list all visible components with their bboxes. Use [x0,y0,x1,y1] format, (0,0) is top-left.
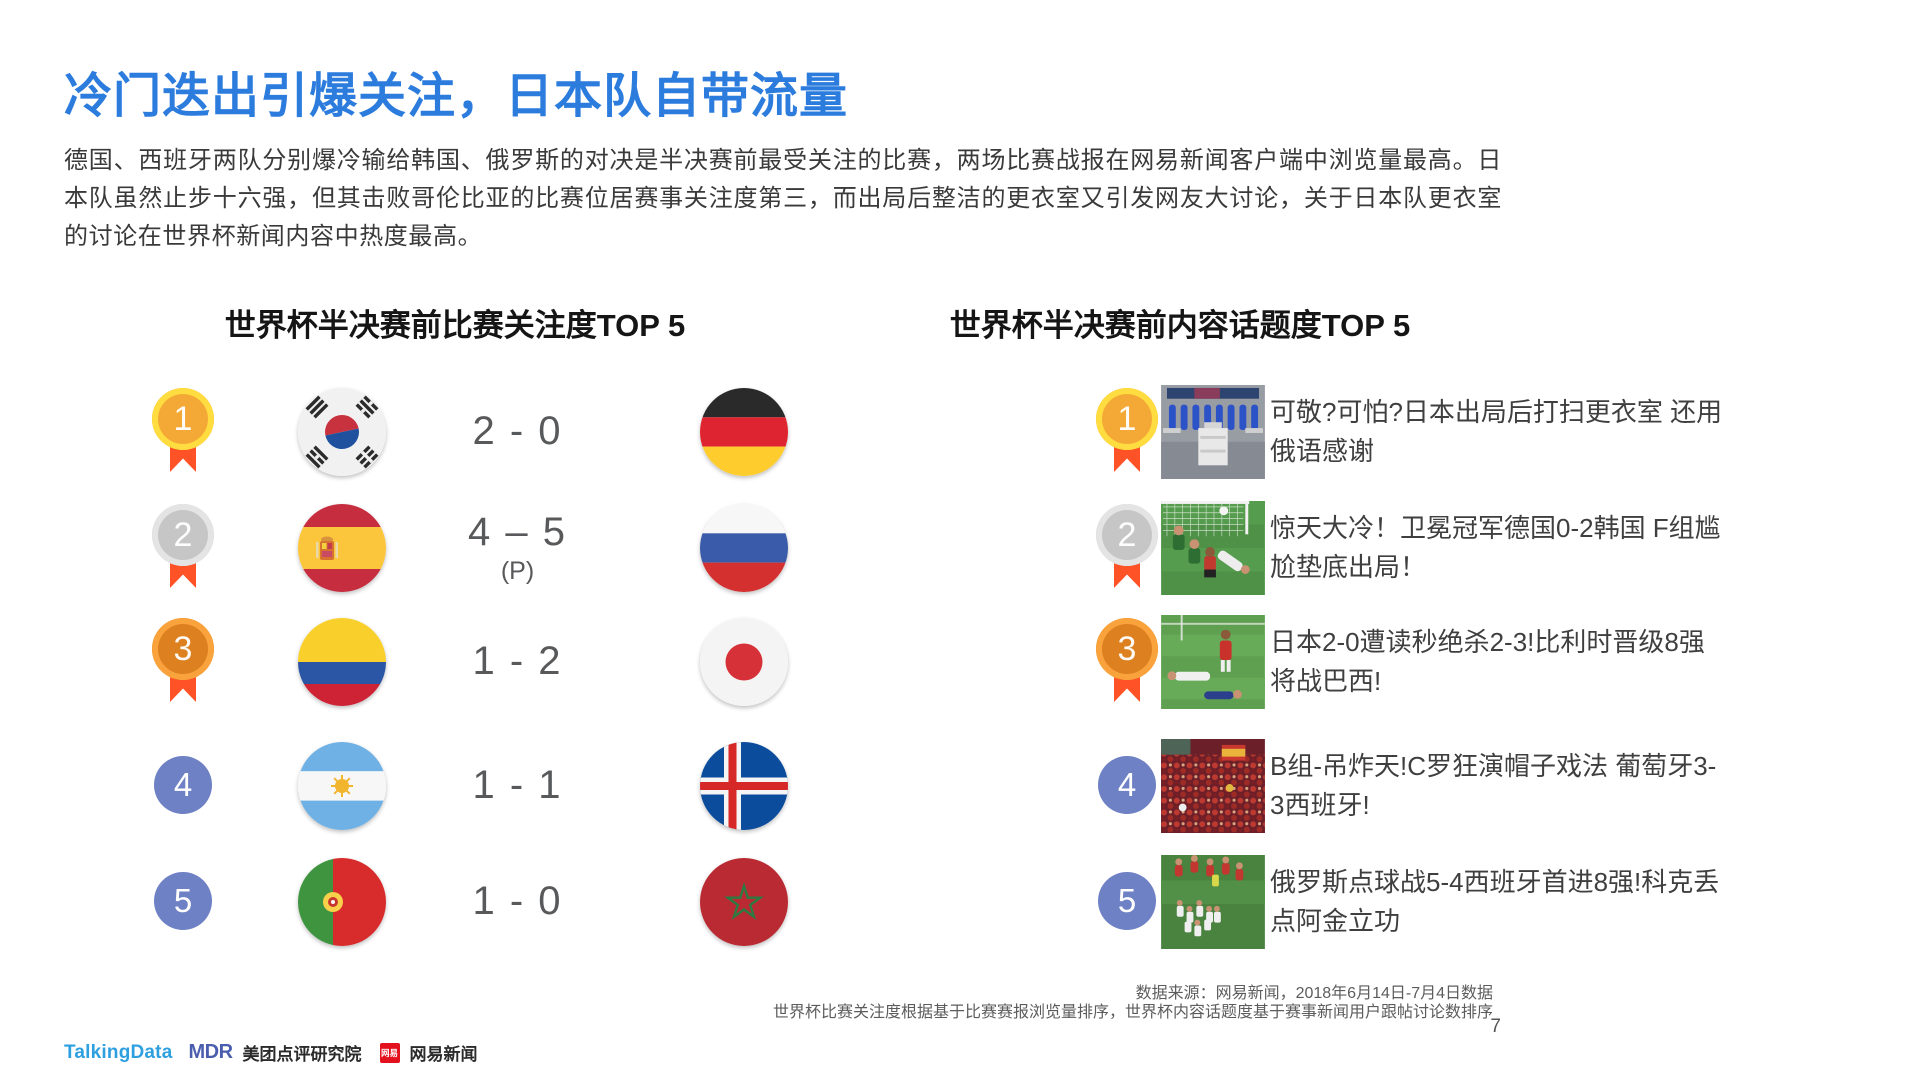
gold-medal-icon: 1 [1096,388,1158,450]
flag-morocco-icon [700,858,788,946]
score-note: (P) [500,557,535,585]
match-row-5: 5 1 - 0 [130,854,830,950]
right-panel-title: 世界杯半决赛前内容话题度TOP 5 [949,308,1411,343]
rank-number: 1 [1117,399,1137,438]
flag-russia-icon [700,504,788,592]
source-line-2: 世界杯比赛关注度根据基于比赛赛报浏览量排序，世界杯内容话题度基于赛事新闻用户跟帖… [772,1004,1493,1021]
thumbnail-fallen-players [1160,615,1266,709]
match-row-4: 4 1 - 1 [130,738,830,834]
rank-5-badge: 5 [1094,854,1160,950]
thumbnail-locker-room [1160,385,1266,479]
news-headline: 俄罗斯点球战5-4西班牙首进8强!科克丢点阿金立功 [1270,867,1720,936]
rank-5-badge: 5 [150,854,216,950]
rank-circle-icon: 5 [1098,872,1156,930]
rank-circle-icon: 5 [154,872,212,930]
silver-medal-icon: 2 [152,504,214,566]
body-paragraph: 德国、西班牙两队分别爆冷输给韩国、俄罗斯的对决是半决赛前最受关注的比赛，两场比赛… [64,147,1502,250]
flag-portugal-icon [298,858,386,946]
rank-number: 4 [1117,766,1137,803]
match-score: 1 - 0 [472,878,563,923]
gold-medal-icon: 1 [152,388,214,450]
score-block: 2 - 0 [405,384,630,480]
score-block: 1 - 0 [405,854,630,950]
news-row-5: 5 [1090,854,1890,950]
flag-spain-icon [298,504,386,592]
match-row-1: 1 [130,384,830,480]
match-score: 1 - 2 [472,638,563,683]
match-row-2: 2 4 – 5 (P) [130,500,830,596]
rank-number: 3 [1117,629,1137,668]
flag-south-korea-icon [298,388,386,476]
rank-circle-icon: 4 [154,756,212,814]
meituan-dianping-research-label: 美团点评研究院 [242,1045,362,1064]
rank-number: 2 [173,515,193,554]
news-row-2: 2 [1090,500,1890,596]
rank-3-medal: 3 [150,614,216,710]
talkingdata-logo: TalkingData [64,1041,173,1063]
rank-4-badge: 4 [150,738,216,834]
news-headline: 日本2-0遭读秒绝杀2-3!比利时晋级8强将战巴西! [1270,627,1705,696]
score-block: 1 - 2 [405,614,630,710]
match-score: 1 - 1 [472,762,563,807]
rank-4-badge: 4 [1094,738,1160,834]
match-score: 2 - 0 [472,408,563,453]
news-row-3: 3 日本2-0遭读秒绝杀2-3!比利时晋级8强将战巴西! [1090,614,1890,710]
netease-logo-icon: 网易 [379,1042,400,1063]
flag-germany-icon [700,388,788,476]
silver-medal-icon: 2 [1096,504,1158,566]
data-source-note: 数据来源：网易新闻，2018年6月14日-7月4日数据 世界杯比赛关注度根据基于… [773,984,1493,1022]
match-score: 4 – 5 [468,510,567,554]
news-headline: B组-吊炸天!C罗狂演帽子戏法 葡萄牙3-3西班牙! [1270,751,1717,820]
bronze-medal-icon: 3 [1096,618,1158,680]
flag-japan-icon [700,618,788,706]
page-number: 7 [1490,1016,1501,1037]
rank-number: 3 [173,629,193,668]
rank-2-medal: 2 [150,500,216,596]
news-row-4: 4 [1090,738,1890,834]
left-panel-title: 世界杯半决赛前比赛关注度TOP 5 [224,308,686,343]
thumbnail-goal-scene [1160,501,1266,595]
news-headline: 可敬?可怕?日本出局后打扫更衣室 还用俄语感谢 [1270,397,1723,466]
rank-number: 2 [1117,515,1137,554]
bronze-medal-icon: 3 [152,618,214,680]
score-block: 1 - 1 [405,738,630,834]
news-row-1: 1 可敬?可怕? [1090,384,1890,480]
page-title: 冷门迭出引爆关注，日本队自带流量 [64,70,849,123]
netease-news-label: 网易新闻 [409,1045,478,1064]
flag-iceland-icon [700,742,788,830]
footer-logos: TalkingData MDR 美团点评研究院 网易 网易新闻 [64,1040,478,1065]
rank-3-medal: 3 [1094,614,1160,710]
match-row-3: 3 1 - 2 [130,614,830,710]
rank-circle-icon: 4 [1098,756,1156,814]
rank-1-medal: 1 [150,384,216,480]
flag-argentina-icon [298,742,386,830]
score-block: 4 – 5 (P) [405,500,630,596]
flag-colombia-icon [298,618,386,706]
rank-1-medal: 1 [1094,384,1160,480]
news-headline: 惊天大冷！卫冕冠军德国0-2韩国 F组尴尬垫底出局！ [1270,513,1721,582]
rank-2-medal: 2 [1094,500,1160,596]
thumbnail-fans-crowd [1160,739,1266,833]
thumbnail-penalty-celebration [1160,855,1266,949]
source-line-1: 数据来源：网易新闻，2018年6月14日-7月4日数据 [1135,985,1493,1002]
mdr-logo: MDR [188,1041,233,1063]
rank-number: 1 [173,399,193,438]
rank-number: 5 [1117,882,1137,919]
rank-number: 5 [173,882,193,919]
rank-number: 4 [173,766,193,803]
